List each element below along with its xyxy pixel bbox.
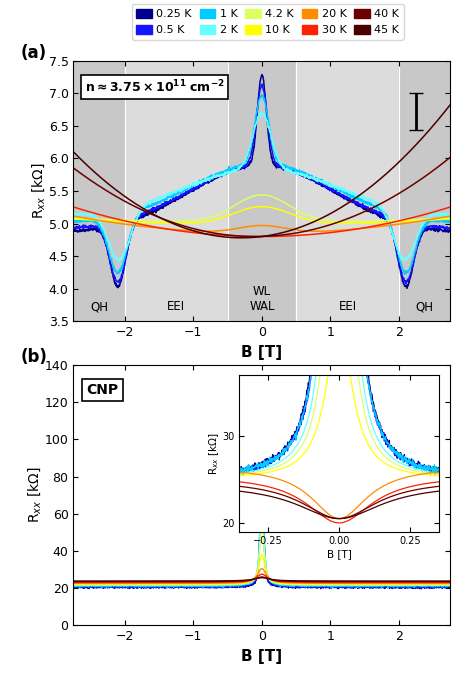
Text: $\mathbf{n \approx 3.75 \times 10^{11}\ cm^{-2}}$: $\mathbf{n \approx 3.75 \times 10^{11}\ … <box>85 79 225 96</box>
Text: WL
WAL: WL WAL <box>249 285 274 313</box>
Text: QH: QH <box>90 300 108 313</box>
Bar <box>125 61 228 321</box>
Legend: 0.25 K, 0.5 K, 1 K, 2 K, 4.2 K, 10 K, 20 K, 30 K, 40 K, 45 K: 0.25 K, 0.5 K, 1 K, 2 K, 4.2 K, 10 K, 20… <box>132 4 404 39</box>
Text: (b): (b) <box>21 348 47 366</box>
X-axis label: B [T]: B [T] <box>241 345 283 360</box>
Text: (a): (a) <box>21 44 47 62</box>
Bar <box>228 61 296 321</box>
Y-axis label: R$_{xx}$ [kΩ]: R$_{xx}$ [kΩ] <box>30 163 47 219</box>
Bar <box>73 61 125 321</box>
Text: QH: QH <box>416 300 434 313</box>
Bar <box>296 61 399 321</box>
Bar <box>399 61 450 321</box>
Text: EEI: EEI <box>338 300 356 313</box>
X-axis label: B [T]: B [T] <box>241 649 283 664</box>
Y-axis label: R$_{xx}$ [kΩ]: R$_{xx}$ [kΩ] <box>27 467 43 523</box>
Text: CNP: CNP <box>87 383 119 397</box>
Text: EEI: EEI <box>167 300 185 313</box>
